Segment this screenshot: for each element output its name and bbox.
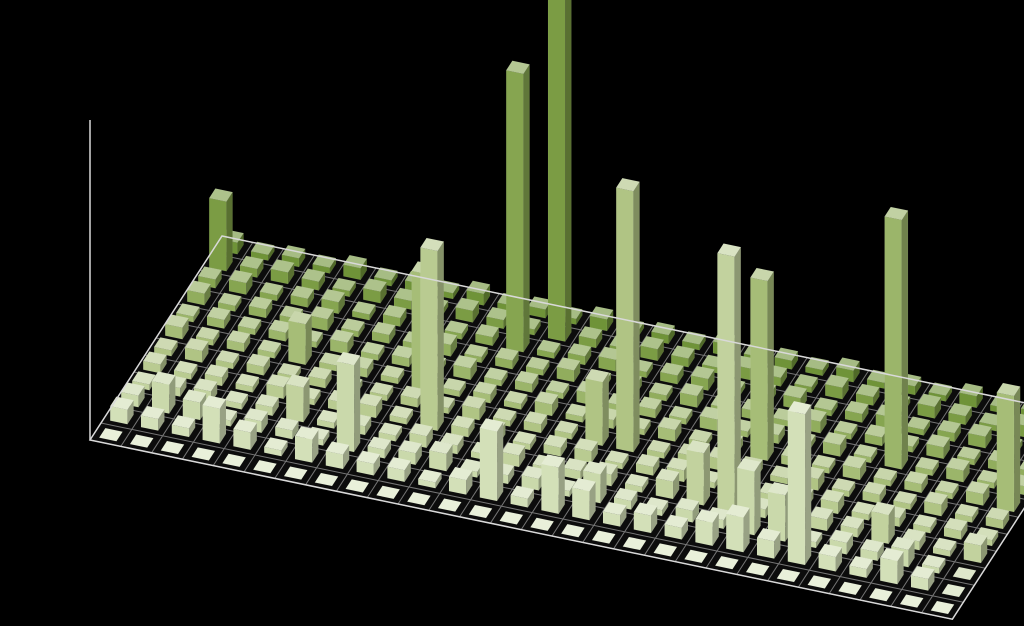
bar-right [1014,387,1020,513]
bar-front [572,488,589,521]
bar-front [480,428,497,501]
bar-front [871,511,888,544]
bar-right [805,405,811,565]
bar-right [523,64,529,352]
bar-front [717,253,734,512]
bar-right [754,462,760,535]
bar-front [209,198,226,271]
bar-right [603,373,609,446]
bar-right [768,272,774,461]
bar-front [788,411,805,565]
bar-front [687,450,704,506]
bar-front [203,405,220,443]
bar-front [750,277,767,460]
bar-front [286,384,303,422]
bar-front [885,216,902,469]
bar-front [420,247,437,430]
bar-right [354,356,360,453]
bar-front [337,361,354,452]
bar-front [726,514,743,552]
bar-right [704,444,710,506]
bar3d-chart [0,0,1024,626]
bar-right [902,211,908,470]
bar-front [695,519,712,546]
bar-right [565,0,571,342]
bar-right [633,182,639,453]
bar-front [585,378,602,445]
bar-front [880,557,897,584]
bar-front [541,464,558,514]
bar-right [497,422,503,501]
bar-front [997,392,1014,512]
bar-front [288,321,305,365]
bar-right [438,242,444,431]
bar-front [506,70,523,352]
bar-front [295,436,312,463]
bar-front [548,0,565,342]
bar-right [226,192,232,271]
